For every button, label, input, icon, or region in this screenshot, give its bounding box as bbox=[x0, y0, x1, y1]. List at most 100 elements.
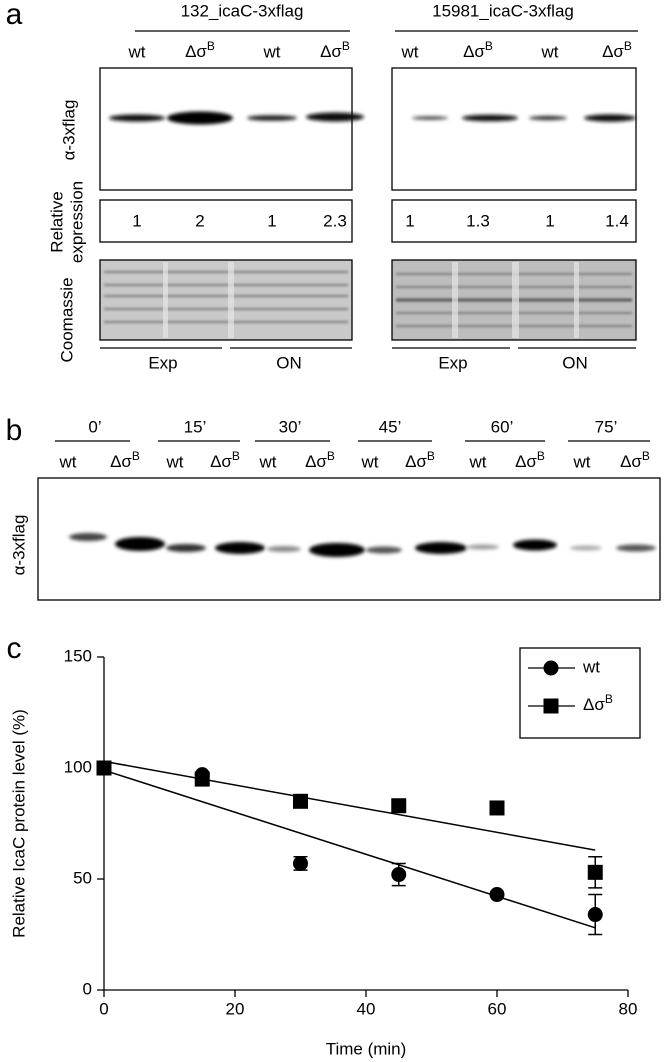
lane-label: ΔσB bbox=[620, 449, 650, 471]
lane-label: ΔσB bbox=[602, 39, 632, 61]
expression-frame bbox=[99, 199, 353, 243]
lane-label: ΔσB bbox=[210, 449, 240, 471]
label-superscript: B bbox=[642, 449, 650, 463]
fit-line bbox=[103, 769, 596, 929]
y-tick-label: 0 bbox=[83, 979, 92, 998]
marker bbox=[587, 907, 603, 923]
x-tick-label: 60 bbox=[488, 999, 507, 1018]
label-superscript: B bbox=[327, 449, 335, 463]
lane-label: ΔσB bbox=[305, 449, 335, 471]
marker bbox=[489, 800, 505, 816]
lane-label: wt bbox=[166, 452, 184, 471]
lane-label: wt bbox=[263, 42, 281, 61]
label-base: Δσ bbox=[602, 42, 624, 61]
lane-label: ΔσB bbox=[320, 39, 350, 61]
label-superscript: B bbox=[342, 39, 350, 53]
label-base: Δσ bbox=[515, 452, 537, 471]
relative-expression: 1 bbox=[132, 211, 141, 230]
relative-expression: 2 bbox=[195, 211, 204, 230]
label-superscript: B bbox=[624, 39, 632, 53]
x-tick-label: 0 bbox=[99, 999, 108, 1018]
label-base: Δσ bbox=[185, 42, 207, 61]
label-base: Δσ bbox=[110, 452, 132, 471]
marker bbox=[587, 864, 603, 880]
label-superscript: B bbox=[427, 449, 435, 463]
marker bbox=[543, 660, 559, 676]
time-label: 15’ bbox=[184, 417, 207, 436]
label-superscript: B bbox=[132, 449, 140, 463]
panel-label: b bbox=[6, 414, 23, 447]
row-label: α-3xflag bbox=[59, 100, 78, 161]
blot-frame bbox=[99, 67, 353, 191]
lane-label: wt bbox=[59, 452, 77, 471]
marker bbox=[391, 798, 407, 814]
label-superscript: B bbox=[485, 39, 493, 53]
marker bbox=[293, 793, 308, 809]
row-label: expression bbox=[67, 181, 86, 263]
marker bbox=[194, 771, 210, 787]
lane-label: ΔσB bbox=[463, 39, 493, 61]
relative-expression: 1 bbox=[405, 211, 414, 230]
label-base: Δσ bbox=[305, 452, 327, 471]
marker bbox=[391, 867, 407, 883]
expression-frame bbox=[391, 199, 637, 243]
group-title: 132_icaC-3xflag bbox=[181, 1, 304, 20]
label-superscript: B bbox=[232, 449, 240, 463]
time-label: 45’ bbox=[379, 417, 402, 436]
label-base: Δσ bbox=[405, 452, 427, 471]
marker bbox=[489, 887, 505, 903]
fit-line bbox=[103, 760, 596, 851]
label-base: Δσ bbox=[463, 42, 485, 61]
y-tick-label: 50 bbox=[73, 868, 92, 887]
blot-frame bbox=[391, 67, 637, 191]
time-label: 30’ bbox=[279, 417, 302, 436]
time-label: 75’ bbox=[595, 417, 618, 436]
legend-label: wt bbox=[582, 657, 600, 676]
label-base: Δσ bbox=[210, 452, 232, 471]
relative-expression: 1.4 bbox=[605, 211, 629, 230]
lane-label: wt bbox=[401, 42, 419, 61]
lane-label: ΔσB bbox=[515, 449, 545, 471]
row-label: Relative bbox=[47, 191, 66, 252]
lane-label: wt bbox=[573, 452, 591, 471]
panel-label: c bbox=[7, 632, 22, 665]
lane-label: wt bbox=[541, 42, 559, 61]
marker bbox=[96, 760, 112, 776]
marker bbox=[293, 855, 308, 871]
x-tick-label: 40 bbox=[357, 999, 376, 1018]
lane-label: wt bbox=[469, 452, 487, 471]
bands bbox=[69, 533, 656, 557]
lane-label: wt bbox=[259, 452, 277, 471]
legend-label: ΔσB bbox=[583, 692, 613, 714]
relative-expression: 1.3 bbox=[466, 211, 490, 230]
condition-label: ON bbox=[562, 353, 588, 372]
label-superscript: B bbox=[605, 692, 613, 706]
y-axis-label: Relative IcaC protein level (%) bbox=[9, 709, 28, 938]
bands bbox=[109, 111, 636, 125]
marker bbox=[543, 698, 559, 714]
row-label: α-3xflag bbox=[9, 515, 28, 576]
relative-expression: 1 bbox=[545, 211, 554, 230]
x-tick-label: 20 bbox=[226, 999, 245, 1018]
lane-label: wt bbox=[361, 452, 379, 471]
blot-frame bbox=[37, 477, 661, 601]
panel-label: a bbox=[6, 0, 23, 31]
condition-label: Exp bbox=[148, 353, 177, 372]
relative-expression: 2.3 bbox=[323, 211, 347, 230]
group-title: 15981_icaC-3xflag bbox=[432, 1, 574, 20]
condition-label: ON bbox=[276, 353, 302, 372]
relative-expression: 1 bbox=[267, 211, 276, 230]
y-tick-label: 100 bbox=[64, 757, 92, 776]
y-tick-label: 150 bbox=[64, 646, 92, 665]
lane-label: ΔσB bbox=[110, 449, 140, 471]
lane-label: wt bbox=[128, 42, 146, 61]
label-superscript: B bbox=[207, 39, 215, 53]
condition-label: Exp bbox=[438, 353, 467, 372]
x-axis-label: Time (min) bbox=[326, 1039, 407, 1058]
lane-label: ΔσB bbox=[405, 449, 435, 471]
row-label: Coomassie bbox=[57, 277, 76, 362]
coomassie-gel bbox=[99, 259, 637, 341]
lane-label: ΔσB bbox=[185, 39, 215, 61]
time-label: 0’ bbox=[88, 417, 101, 436]
